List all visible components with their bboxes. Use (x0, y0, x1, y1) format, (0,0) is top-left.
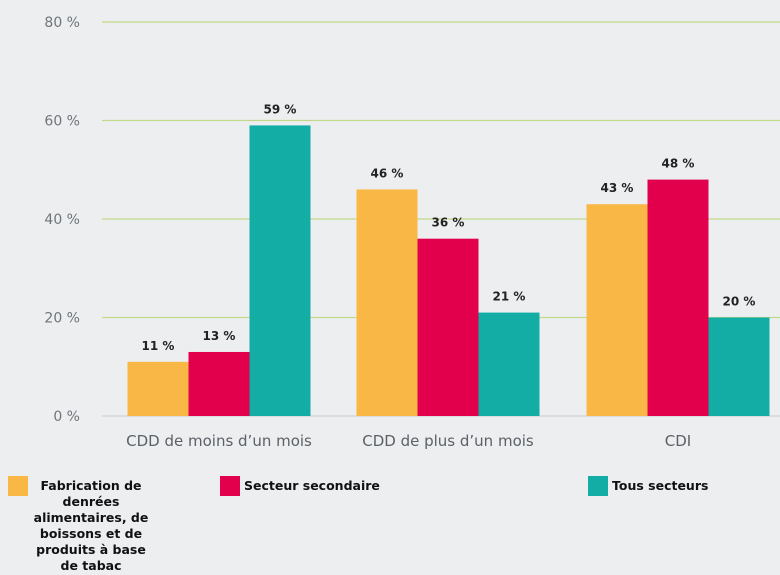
bar[interactable] (708, 317, 770, 417)
legend-swatch (588, 476, 608, 496)
bar[interactable] (417, 238, 479, 416)
legend-label: Secteur secondaire (244, 478, 380, 493)
bar[interactable] (127, 361, 189, 416)
data-labels: 11 % 46 % 43 % 13 % 36 % 48 % 59 % 21 % 20 % (142, 102, 756, 352)
legend-label: Fabrication de denrées alimentaires, de … (33, 478, 149, 573)
bar[interactable] (249, 125, 311, 417)
y-tick-label: 0 % (53, 409, 80, 425)
data-label: 59 % (264, 102, 297, 116)
bar[interactable] (478, 312, 540, 416)
data-label: 11 % (142, 339, 175, 353)
y-tick-label: 20 % (44, 311, 80, 327)
legend-item-secteur-secondaire[interactable]: Secteur secondaire (220, 476, 380, 496)
x-category-label: CDI (665, 432, 691, 450)
bar[interactable] (356, 189, 418, 416)
x-axis-categories: CDD de moins d’un mois CDD de plus d’un m… (126, 432, 691, 450)
legend: Fabrication de denrées alimentaires, de … (0, 476, 780, 575)
legend-item-tous-secteurs[interactable]: Tous secteurs (588, 476, 708, 496)
x-category-label: CDD de plus d’un mois (362, 432, 534, 450)
legend-item-fabrication[interactable]: Fabrication de denrées alimentaires, de … (8, 476, 150, 574)
y-axis-ticks: 0 % 20 % 40 % 60 % 80 % (44, 15, 80, 425)
data-label: 36 % (432, 216, 465, 230)
x-category-label: CDD de moins d’un mois (126, 432, 312, 450)
data-label: 43 % (601, 181, 634, 195)
bar[interactable] (188, 351, 250, 416)
legend-swatch (8, 476, 28, 496)
data-label: 20 % (723, 295, 756, 309)
legend-label: Tous secteurs (612, 478, 709, 493)
bars (127, 125, 770, 417)
y-tick-label: 60 % (44, 114, 80, 130)
data-label: 21 % (493, 290, 526, 304)
y-tick-label: 40 % (44, 212, 80, 228)
bar[interactable] (586, 204, 648, 416)
bar-chart: 0 % 20 % 40 % 60 % 80 % 11 % 46 % 43 % 13 % 36 %… (44, 15, 780, 450)
bar[interactable] (647, 179, 709, 416)
legend-swatch (220, 476, 240, 496)
y-tick-label: 80 % (44, 15, 80, 31)
data-label: 46 % (371, 166, 404, 180)
data-label: 13 % (203, 329, 236, 343)
data-label: 48 % (662, 157, 695, 171)
